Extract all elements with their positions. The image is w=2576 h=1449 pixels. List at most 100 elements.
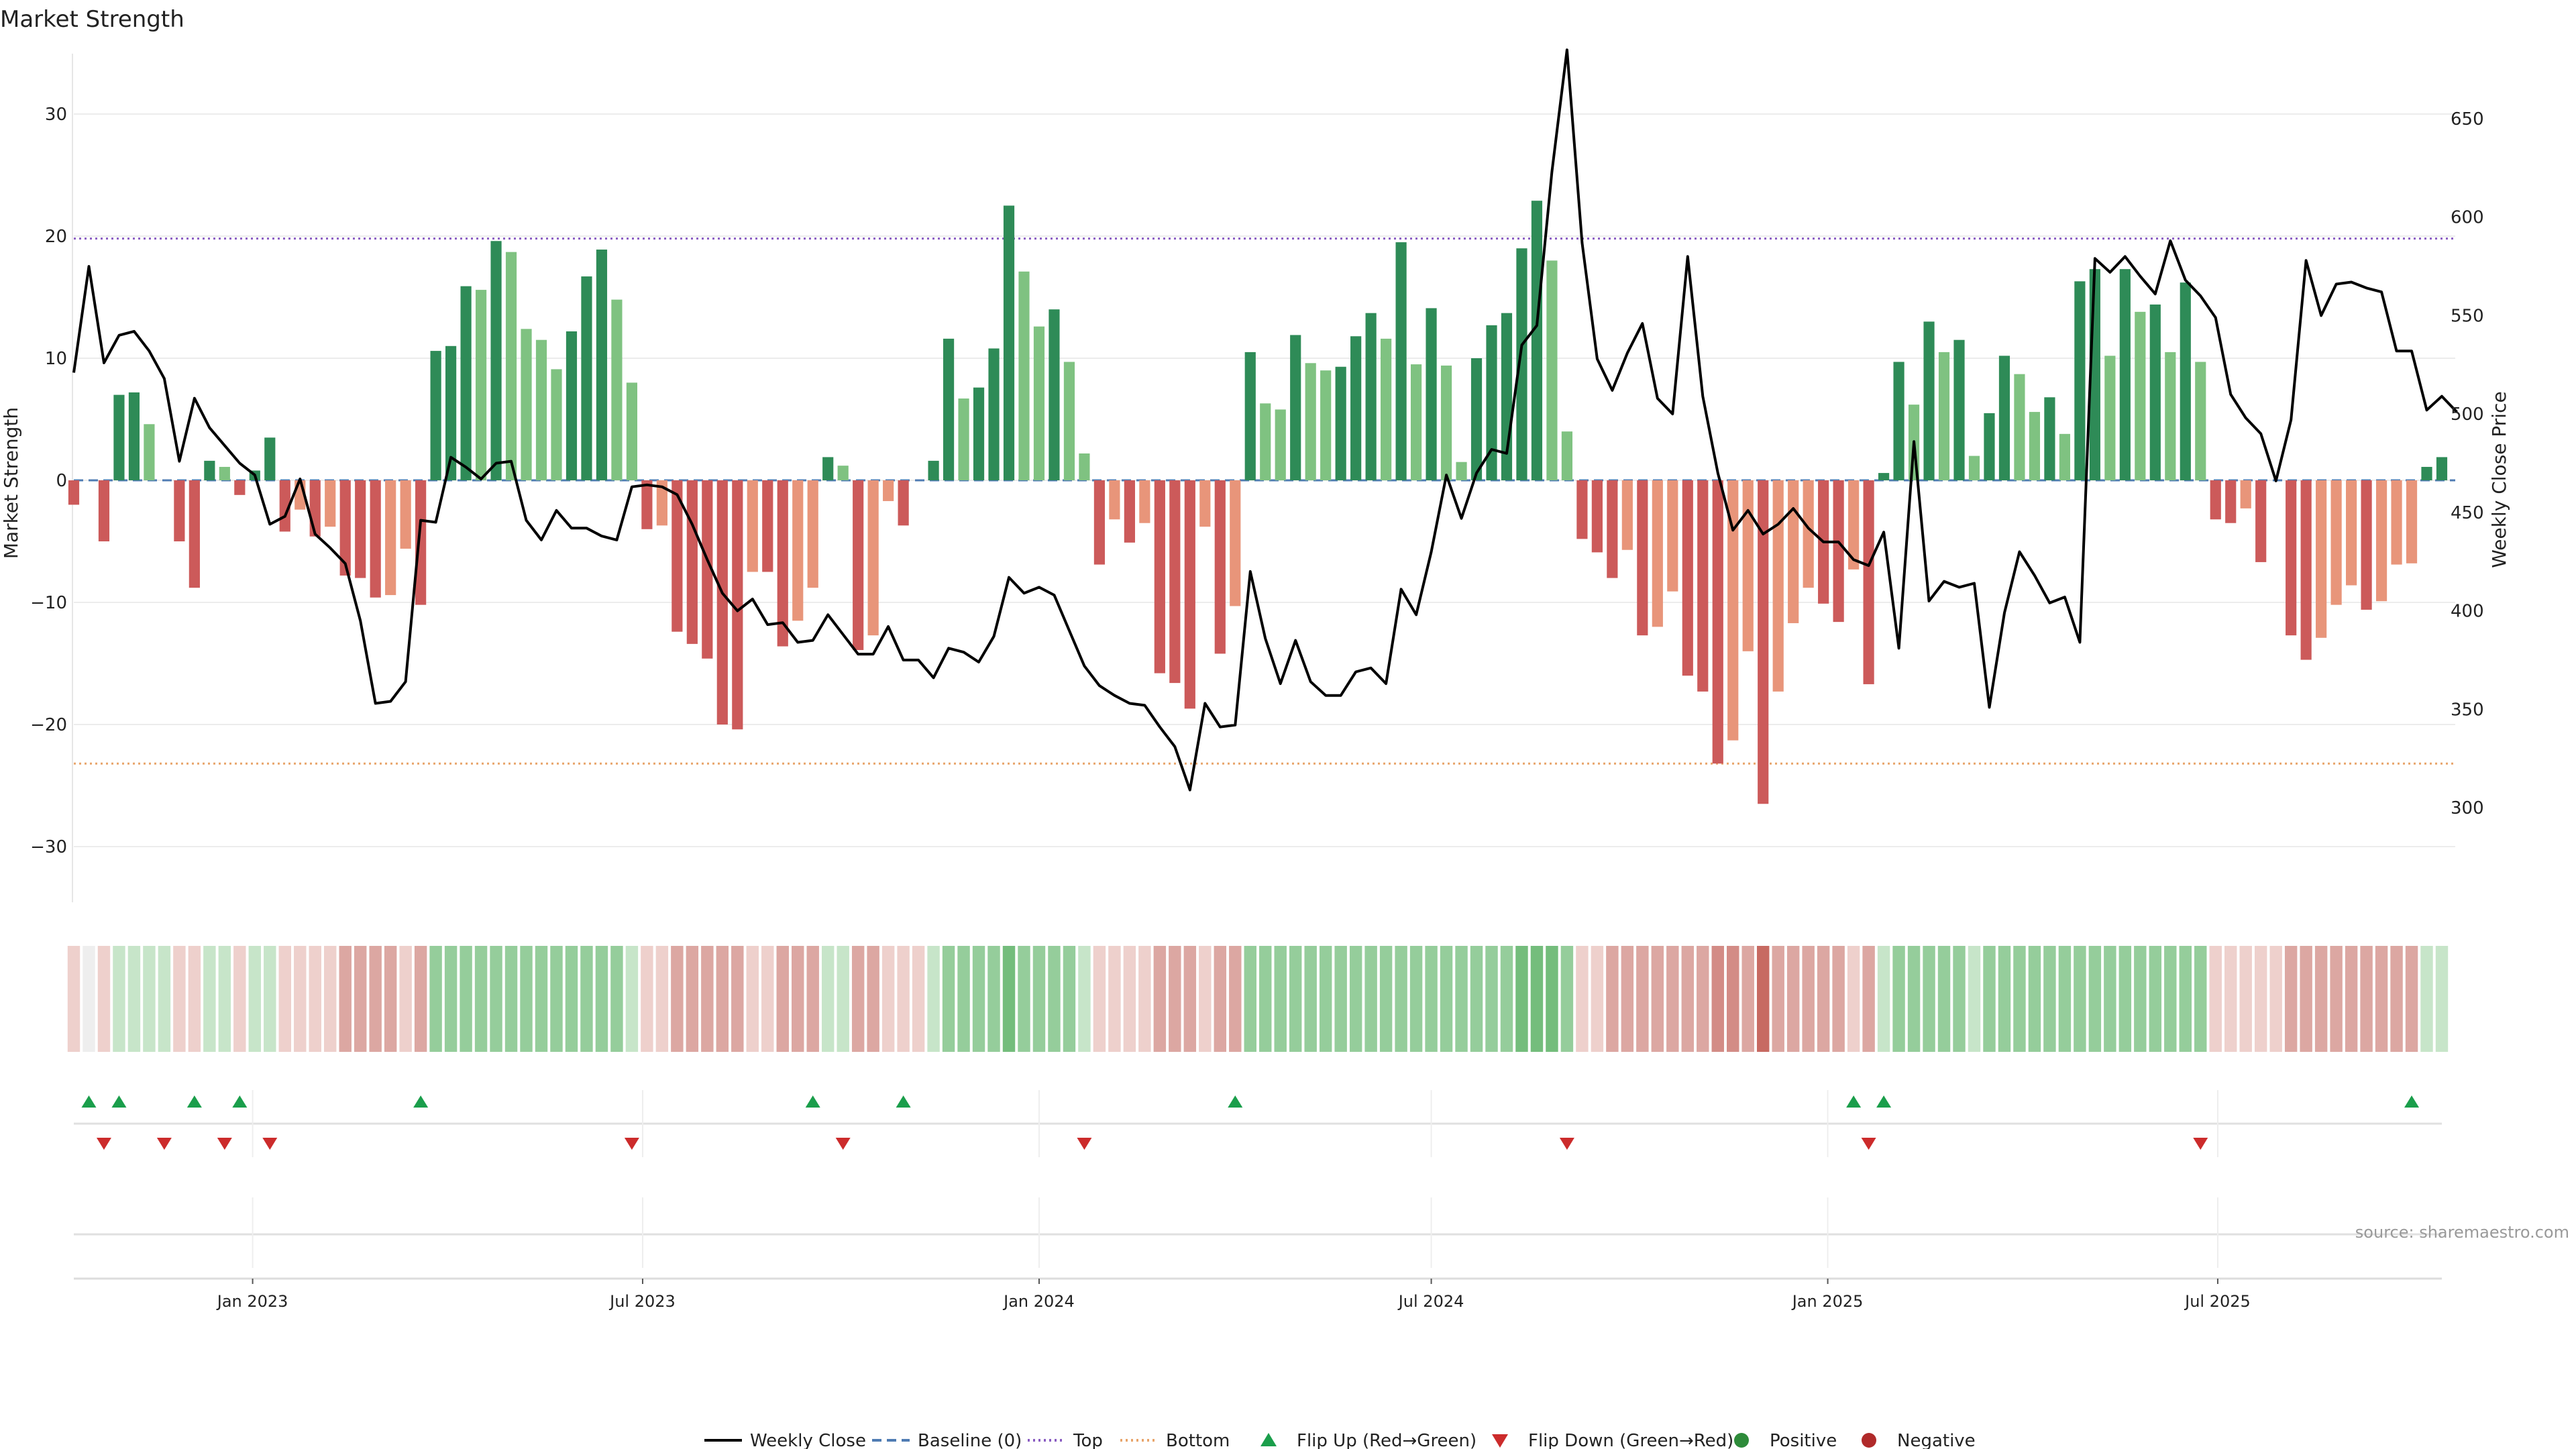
strength-bar [656,480,667,526]
y-right-tick-label: 400 [2451,602,2484,622]
strength-bar [521,329,532,480]
strength-bar [973,387,985,480]
regime-cell [1349,946,1362,1052]
flip-up-marker [232,1095,248,1108]
strength-bar [2240,480,2251,508]
regime-cell [580,946,593,1052]
regime-cell [1048,946,1061,1052]
regime-cell [1274,946,1287,1052]
regime-cell [837,946,849,1052]
strength-bar [1139,480,1150,523]
regime-cell [520,946,533,1052]
strength-bar [1531,201,1543,480]
regime-cell [2224,946,2237,1052]
regime-cell [1560,946,1574,1052]
flip-up-marker [111,1095,127,1108]
strength-bar [988,348,1000,480]
flip-down-marker [2193,1138,2208,1150]
regime-cell [1862,946,1875,1052]
strength-bar [611,299,623,480]
regime-cell [1485,946,1498,1052]
strength-bar [2225,480,2237,523]
strength-bar [1803,480,1814,588]
regime-band [67,946,2449,1052]
strength-bar [355,480,366,578]
regime-cell [1576,946,1589,1052]
strength-bar [309,480,321,537]
strength-bar [883,480,894,501]
strength-bar [1968,455,1980,480]
regime-cell [2028,946,2041,1052]
strength-bar [1953,339,1965,480]
strength-bar [1381,338,1392,480]
y-right-tick-label: 450 [2451,503,2484,523]
regime-cell [1847,946,1860,1052]
strength-bar [2180,282,2191,480]
axis-ticks: 30 20 10 0 −10 −20 −30 650 600 550 500 450 400 350 300 [30,105,2484,857]
regime-cell [821,946,835,1052]
regime-cell [851,946,865,1052]
regime-cell [67,946,80,1052]
regime-cell [1153,946,1167,1052]
strength-bar [1788,480,1799,623]
regime-cell [2390,946,2403,1052]
regime-cell [1123,946,1136,1052]
strength-bar [174,480,185,541]
strength-bar [2346,480,2357,586]
regime-cell [776,946,789,1052]
strength-bar [445,345,457,480]
regime-cell [2164,946,2177,1052]
regime-cell [1636,946,1649,1052]
regime-cell [1032,946,1046,1052]
regime-cell [1666,946,1679,1052]
regime-cell [1832,946,1845,1052]
regime-cell [143,946,156,1052]
x-tick-label: Jul 2025 [2184,1292,2251,1311]
flip-up-marker [1228,1095,1243,1108]
strength-bar [2135,311,2146,480]
strength-bar [551,369,562,480]
regime-cell [2420,946,2433,1052]
strength-bar [1184,480,1195,709]
legend-label: Baseline (0) [918,1431,1022,1449]
regime-cell [1018,946,1030,1052]
regime-cell [1711,946,1724,1052]
regime-cell [2435,946,2449,1052]
strength-bar [2210,480,2221,520]
strength-bar [1154,480,1165,674]
regime-cell [2118,946,2132,1052]
strength-bar [1938,352,1950,480]
legend-swatch-circle [1734,1433,1749,1448]
legend-swatch-circle [1862,1433,1876,1448]
strength-bar [898,480,909,526]
strength-bar [2406,480,2418,564]
regime-cell [987,946,1000,1052]
strength-bar [460,286,472,480]
strength-bar [1682,480,1693,676]
regime-cell [1304,946,1317,1052]
strength-bar [2300,480,2312,660]
regime-cell [610,946,623,1052]
regime-cell [1108,946,1121,1052]
strength-bar [1260,403,1271,480]
regime-cell [625,946,639,1052]
strength-bar [1652,480,1663,627]
strength-bar [1440,365,1452,480]
strength-bar [490,241,502,480]
legend: Weekly Close Baseline (0) Top Bottom Flip Up… [704,1431,1976,1449]
strength-bar [1516,248,1527,480]
regime-cell [203,946,216,1052]
strength-bar [1667,480,1678,592]
regime-cell [1259,946,1272,1052]
regime-cell [942,946,955,1052]
regime-cell [1002,946,1016,1052]
regime-cell [867,946,879,1052]
strength-bar [1591,480,1603,553]
y-right-tick-label: 550 [2451,306,2484,326]
strength-bar [1003,205,1015,480]
strength-bar [1712,480,1723,764]
regime-cell [1425,946,1438,1052]
flip-up-marker [896,1095,911,1108]
regime-cell [957,946,970,1052]
